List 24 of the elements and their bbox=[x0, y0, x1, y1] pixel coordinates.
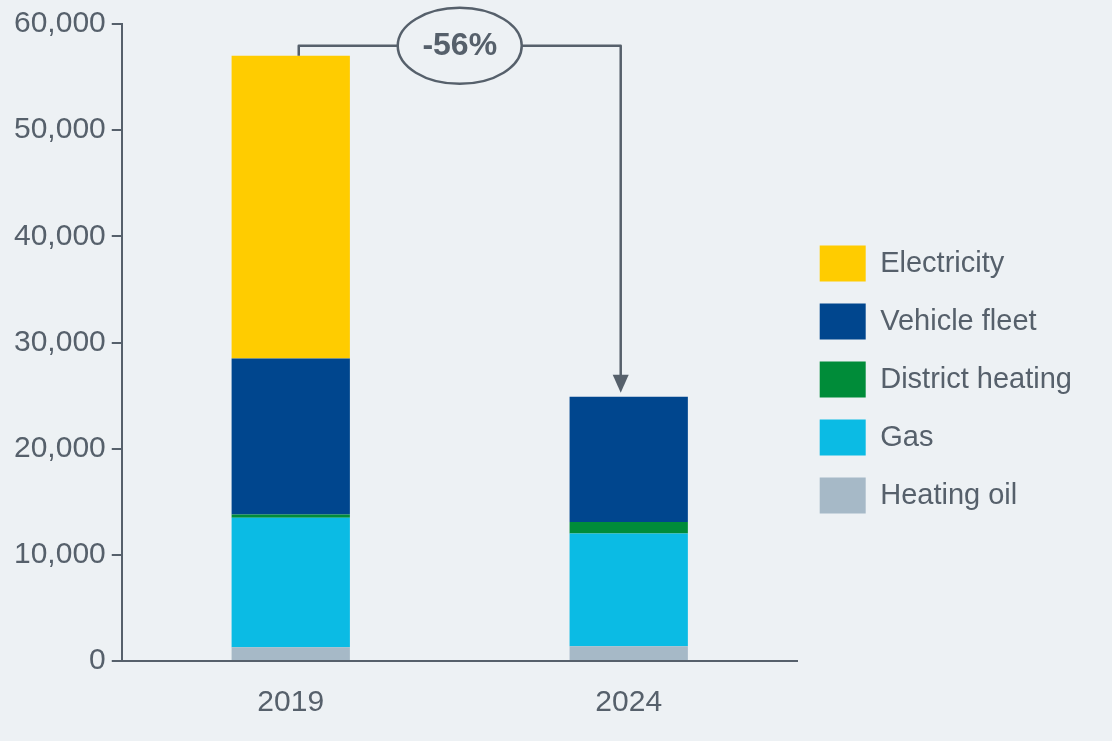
y-tick-label: 40,000 bbox=[13, 217, 106, 251]
bar bbox=[569, 533, 688, 647]
y-tick-label: 60,000 bbox=[13, 5, 106, 39]
y-tick-label: 30,000 bbox=[13, 323, 106, 357]
bar bbox=[569, 646, 688, 660]
y-tick-label: 50,000 bbox=[13, 111, 106, 145]
x-tick-label: 2019 bbox=[257, 684, 325, 718]
annotation: -56% bbox=[422, 25, 498, 62]
legend-label: Heating oil bbox=[880, 477, 1018, 510]
x-tick-label: 2024 bbox=[595, 684, 663, 718]
y-tick-label: 20,000 bbox=[13, 429, 106, 463]
y-tick-label: 10,000 bbox=[13, 536, 106, 570]
legend-label: Gas bbox=[880, 419, 934, 452]
legend-label: Vehicle fleet bbox=[880, 303, 1037, 336]
y-tick-label: 0 bbox=[89, 642, 106, 676]
legend-label: Electricity bbox=[880, 245, 1005, 278]
bar bbox=[231, 358, 350, 515]
bar bbox=[231, 647, 350, 660]
bar bbox=[569, 396, 688, 522]
bar bbox=[569, 521, 688, 534]
legend-label: District heating bbox=[880, 361, 1073, 394]
bar bbox=[231, 517, 350, 648]
bar bbox=[231, 55, 350, 359]
bar bbox=[231, 514, 350, 518]
